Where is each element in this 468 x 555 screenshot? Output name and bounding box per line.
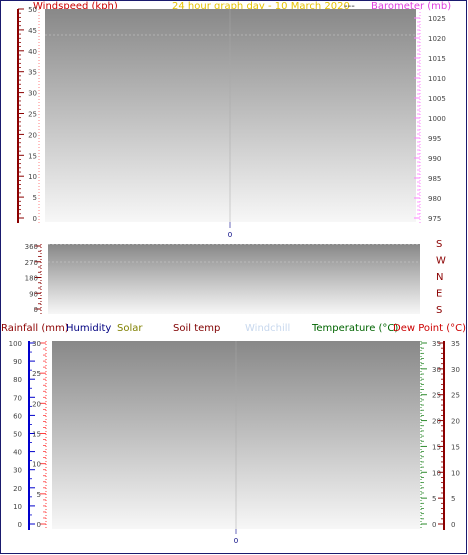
rainfall-tick-label: 5 — [37, 491, 41, 499]
humidity-tick-label: 90 — [13, 358, 22, 366]
temperature-tick-label: 5 — [432, 495, 436, 503]
barometer-tick-label: 1000 — [428, 115, 446, 123]
wind-direction-tick-label: 0 — [34, 306, 38, 314]
legend-rainfall: Rainfall (mm) — [1, 323, 69, 334]
compass-tick-label: W — [436, 256, 446, 267]
legend-dew-point: Dew Point (°C) — [393, 323, 466, 334]
wind-direction-tick-label: 90 — [29, 290, 38, 298]
temperature-tick-label: 0 — [432, 521, 436, 529]
barometer-tick-label: 1015 — [428, 55, 446, 63]
temperature-tick-label: 20 — [432, 418, 441, 426]
chart-title: 24 hour graph day - 10 March 2020 — [172, 1, 350, 12]
rainfall-tick-label: 15 — [32, 431, 41, 439]
rainfall-tick-label: 0 — [37, 521, 41, 529]
compass-tick-label: E — [436, 289, 442, 300]
plot-area-wind-direction — [48, 244, 420, 314]
plot-area-wind-pressure — [45, 9, 416, 222]
barometer-tick-label: 1020 — [428, 35, 446, 43]
windspeed-tick-label: 45 — [28, 27, 37, 35]
humidity-tick-label: 100 — [9, 340, 22, 348]
windspeed-tick-label: 15 — [28, 152, 37, 160]
legend-temperature: Temperature (°C) — [311, 323, 398, 334]
barometer-tick-label: 1005 — [428, 95, 446, 103]
humidity-tick-label: 70 — [13, 394, 22, 402]
humidity-tick-label: 40 — [13, 449, 22, 457]
windspeed-tick-label: 20 — [28, 131, 37, 139]
legend-soil-temp: Soil temp — [173, 323, 220, 334]
windspeed-axis-label: Windspeed (kph) — [33, 1, 118, 12]
dew-point-tick-label: 5 — [451, 495, 455, 503]
humidity-tick-label: 0 — [18, 521, 22, 529]
barometer-tick-label: 990 — [428, 155, 441, 163]
barometer-tick-label: 980 — [428, 195, 441, 203]
temperature-tick-label: 15 — [432, 443, 441, 451]
humidity-tick-label: 50 — [13, 431, 22, 439]
rainfall-tick-label: 25 — [32, 370, 41, 378]
windspeed-tick-label: 30 — [28, 90, 37, 98]
x-tick-label: 0 — [234, 537, 238, 545]
windspeed-tick-label: 35 — [28, 69, 37, 77]
temperature-tick-label: 30 — [432, 366, 441, 374]
x-tick-label: 0 — [228, 231, 232, 239]
legend-solar: Solar — [117, 323, 143, 334]
temperature-tick-label: 35 — [432, 340, 441, 348]
barometer-axis-label: Barometer (mb) — [371, 1, 451, 12]
dew-point-tick-label: 15 — [451, 443, 460, 451]
wind-direction-tick-label: 360 — [25, 243, 38, 251]
windspeed-tick-label: 25 — [28, 111, 37, 119]
dew-point-tick-label: 10 — [451, 469, 460, 477]
dew-point-tick-label: 25 — [451, 392, 460, 400]
barometer-tick-label: 1025 — [428, 15, 446, 23]
barometer-tick-label: 985 — [428, 175, 441, 183]
humidity-tick-label: 80 — [13, 376, 22, 384]
chart-title-suffix: --- — [344, 1, 355, 12]
dew-point-tick-label: 30 — [451, 366, 460, 374]
rainfall-tick-label: 20 — [32, 400, 41, 408]
compass-tick-label: S — [436, 305, 442, 316]
temperature-tick-label: 10 — [432, 469, 441, 477]
windspeed-tick-label: 40 — [28, 48, 37, 56]
windspeed-tick-label: 10 — [28, 173, 37, 181]
barometer-tick-label: 995 — [428, 135, 441, 143]
humidity-tick-label: 30 — [13, 467, 22, 475]
compass-tick-label: S — [436, 239, 442, 250]
windspeed-tick-label: 0 — [33, 215, 37, 223]
dew-point-tick-label: 35 — [451, 340, 460, 348]
humidity-tick-label: 60 — [13, 412, 22, 420]
dew-point-tick-label: 0 — [451, 521, 455, 529]
windspeed-tick-label: 50 — [28, 6, 37, 14]
legend-humidity: Humidity — [66, 323, 111, 334]
rainfall-tick-label: 10 — [32, 461, 41, 469]
windspeed-tick-label: 5 — [33, 194, 37, 202]
dew-point-tick-label: 20 — [451, 418, 460, 426]
barometer-tick-label: 975 — [428, 215, 441, 223]
legend-windchill: Windchill — [245, 323, 290, 334]
temperature-tick-label: 25 — [432, 392, 441, 400]
humidity-tick-label: 10 — [13, 503, 22, 511]
humidity-tick-label: 20 — [13, 485, 22, 493]
barometer-tick-label: 1010 — [428, 75, 446, 83]
wind-direction-tick-label: 180 — [25, 275, 38, 283]
rainfall-tick-label: 30 — [32, 340, 41, 348]
compass-tick-label: N — [436, 272, 443, 283]
wind-direction-tick-label: 270 — [25, 259, 38, 267]
